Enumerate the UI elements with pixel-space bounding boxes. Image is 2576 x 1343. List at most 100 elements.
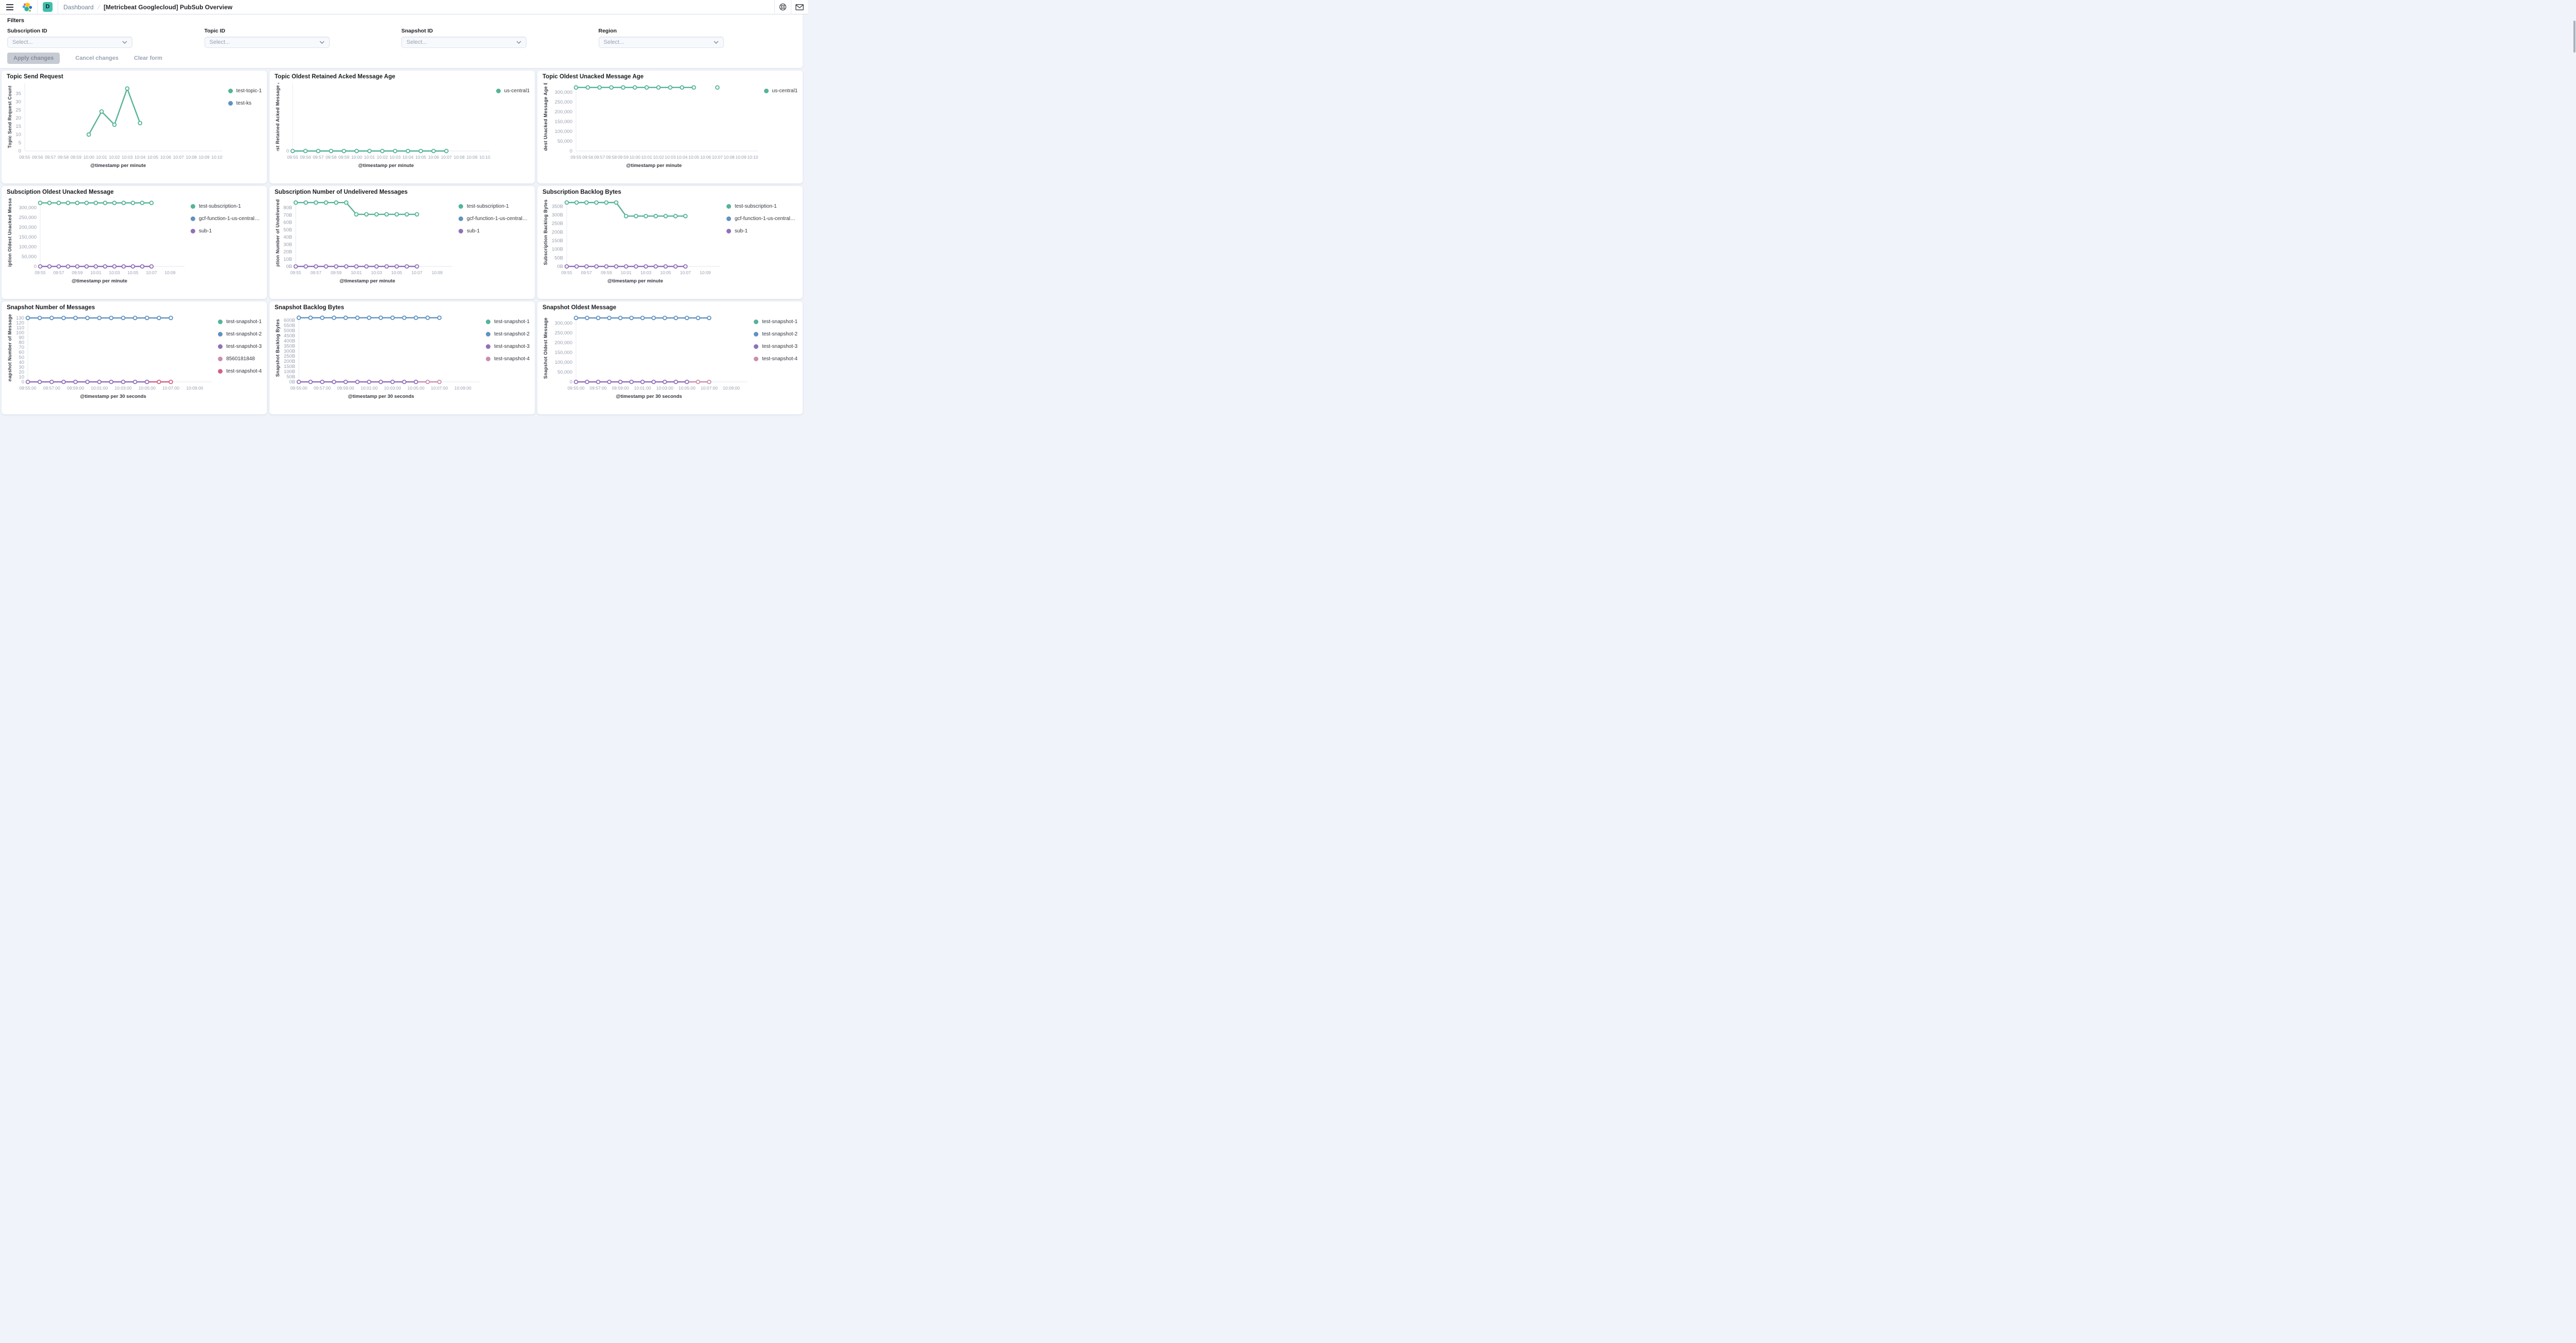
space-avatar[interactable]: D xyxy=(43,2,53,12)
y-axis-title: Subscription Backlog Bytes xyxy=(541,198,549,266)
legend-item[interactable]: test-snapshot-1 xyxy=(754,319,798,325)
x-axis-title: @timestamp per 30 seconds xyxy=(616,394,682,399)
svg-text:10:00: 10:00 xyxy=(83,155,95,160)
chart-canvas[interactable]: 0B50B100B150B200B250B300B350B400B450B500… xyxy=(281,312,481,393)
filter-label: Subscription ID xyxy=(7,28,47,34)
chart-canvas[interactable]: 0B 50B 100B 150B 200B 250B 300B 350B 09:55 09:57 0… xyxy=(549,196,721,278)
legend-item[interactable]: sub-1 xyxy=(459,228,530,234)
legend-item[interactable]: us-central1 xyxy=(764,88,798,94)
legend-item[interactable]: test-snapshot-4 xyxy=(218,368,262,374)
legend-item[interactable]: sub-1 xyxy=(191,228,262,234)
svg-text:250,000: 250,000 xyxy=(555,330,572,336)
chart-legend: us-central1 xyxy=(759,81,799,169)
apply-changes-button[interactable]: Apply changes xyxy=(7,53,60,64)
legend-color-dot xyxy=(764,89,769,93)
chevron-down-icon xyxy=(714,41,718,44)
svg-text:10:03: 10:03 xyxy=(122,155,133,160)
chart-canvas[interactable]: 0 50,000 100,000 150,000 200,000 250,000 300,0… xyxy=(13,196,185,278)
svg-text:200,000: 200,000 xyxy=(555,109,572,115)
svg-text:70: 70 xyxy=(19,345,24,350)
legend-item[interactable]: test-snapshot-2 xyxy=(486,331,530,337)
svg-text:09:59: 09:59 xyxy=(338,155,350,160)
legend-item[interactable]: sub-1 xyxy=(726,228,798,234)
legend-item[interactable]: test-snapshot-2 xyxy=(218,331,262,337)
svg-text:09:56: 09:56 xyxy=(582,155,594,160)
scrollbar-thumb[interactable] xyxy=(2573,21,2575,53)
legend-item[interactable]: test-snapshot-4 xyxy=(486,356,530,362)
svg-text:10:06: 10:06 xyxy=(428,155,439,160)
legend-item[interactable]: us-central1 xyxy=(496,88,530,94)
legend-color-dot xyxy=(459,216,463,221)
chart-canvas[interactable]: 009:55 09:56 09:57 09:58 09:59 10:00 10:01 10:0… xyxy=(281,81,491,162)
panel-title[interactable]: Topic Send Request xyxy=(7,74,63,80)
legend-item[interactable]: test-subscription-1 xyxy=(191,204,262,209)
svg-text:09:57: 09:57 xyxy=(45,155,56,160)
topic-id-select[interactable]: Select... xyxy=(204,37,330,48)
breadcrumb-dashboard[interactable]: Dashboard xyxy=(63,3,94,11)
region-select[interactable]: Select... xyxy=(598,37,724,48)
legend-color-dot xyxy=(726,216,731,221)
legend-item[interactable]: 8560181848 xyxy=(218,356,262,362)
chart-legend: test-subscription-1 gcf-function-1-us-cen… xyxy=(185,196,263,284)
panel-title[interactable]: Snapshot Oldest Message xyxy=(543,305,617,311)
svg-text:10:04: 10:04 xyxy=(402,155,414,160)
chart-canvas[interactable]: 0 50,000 100,000 150,000 200,000 250,000 300,0… xyxy=(549,312,749,393)
panel-title[interactable]: Topic Oldest Unacked Message Age xyxy=(543,74,644,80)
x-axis-title: @timestamp per minute xyxy=(90,163,146,169)
svg-text:50B: 50B xyxy=(283,227,292,233)
panel-title[interactable]: Snapshot Backlog Bytes xyxy=(275,305,344,311)
legend-item[interactable]: test-snapshot-1 xyxy=(486,319,530,325)
svg-text:110: 110 xyxy=(16,325,24,331)
panel-title[interactable]: Subsciption Oldest Unacked Message xyxy=(7,189,114,195)
plot-column: 0B 50B 100B 150B 200B 250B 300B 350B 09:55 09:57 0… xyxy=(549,196,721,284)
legend-item[interactable]: gcf-function-1-us-central1-te... xyxy=(726,216,798,222)
legend-item[interactable]: test-snapshot-1 xyxy=(218,319,262,325)
mail-icon[interactable] xyxy=(791,0,808,14)
subscription-id-select[interactable]: Select... xyxy=(7,37,132,48)
legend-label: sub-1 xyxy=(199,228,212,234)
svg-text:09:55: 09:55 xyxy=(19,155,30,160)
snapshot-id-select[interactable]: Select... xyxy=(401,37,527,48)
legend-color-dot xyxy=(754,344,759,349)
legend-item[interactable]: test-subscription-1 xyxy=(459,204,530,209)
x-axis-title: @timestamp per minute xyxy=(72,278,127,284)
chart-canvas[interactable]: 0 50,000 100,000 150,000 200,000 250,000 300,0… xyxy=(549,81,759,162)
dashboard-panel: Subsciption Oldest Unacked Message Subscr… xyxy=(2,186,267,299)
legend-item[interactable]: test-snapshot-3 xyxy=(486,344,530,349)
panel-title[interactable]: Topic Oldest Retained Acked Message Age xyxy=(275,74,396,80)
svg-text:09:57: 09:57 xyxy=(594,155,605,160)
legend-item[interactable]: test-snapshot-4 xyxy=(754,356,798,362)
legend-item[interactable]: gcf-function-1-us-central1-te... xyxy=(459,216,530,222)
menu-icon[interactable] xyxy=(2,0,18,14)
chart-legend: test-topic-1 test-ks xyxy=(223,81,263,169)
legend-item[interactable]: test-snapshot-3 xyxy=(754,344,798,349)
svg-text:150,000: 150,000 xyxy=(19,234,37,240)
legend-item[interactable]: test-snapshot-3 xyxy=(218,344,262,349)
svg-text:10B: 10B xyxy=(283,257,292,262)
y-axis-title: Subscription Oldest Unacked Message Age xyxy=(6,198,13,266)
legend-label: sub-1 xyxy=(467,228,480,234)
legend-item[interactable]: test-snapshot-2 xyxy=(754,331,798,337)
clear-form-button[interactable]: Clear form xyxy=(134,55,163,61)
panel-title[interactable]: Subscription Number of Undelivered Messa… xyxy=(275,189,408,195)
svg-text:20B: 20B xyxy=(283,249,292,255)
svg-text:10:05: 10:05 xyxy=(147,155,159,160)
panel-title[interactable]: Subscription Backlog Bytes xyxy=(543,189,621,195)
svg-text:10:07: 10:07 xyxy=(441,155,452,160)
svg-text:30: 30 xyxy=(15,99,21,105)
dashboard-panel: Snapshot Backlog Bytes Snapshot Backlog B… xyxy=(269,301,535,414)
panel-title[interactable]: Snapshot Number of Messages xyxy=(7,305,95,311)
svg-text:09:57: 09:57 xyxy=(53,270,64,275)
legend-label: test-snapshot-4 xyxy=(494,356,530,362)
scrollbar[interactable] xyxy=(2573,15,2575,407)
legend-item[interactable]: gcf-function-1-us-central1-te... xyxy=(191,216,262,222)
svg-text:10:03: 10:03 xyxy=(389,155,401,160)
cancel-changes-button[interactable]: Cancel changes xyxy=(75,55,119,61)
legend-item[interactable]: test-ks xyxy=(228,100,262,106)
legend-item[interactable]: test-topic-1 xyxy=(228,88,262,94)
help-icon[interactable] xyxy=(775,0,791,14)
legend-item[interactable]: test-subscription-1 xyxy=(726,204,798,209)
